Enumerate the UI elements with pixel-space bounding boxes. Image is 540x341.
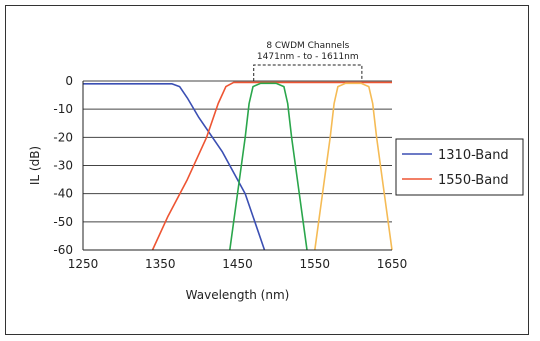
- annotation-line-1: 8 CWDM Channels: [266, 41, 349, 51]
- series-line-1550-band: [151, 81, 392, 251]
- x-tick-label: 1650: [377, 257, 408, 271]
- series-line-channel-3: [314, 82, 393, 251]
- legend-box: [395, 138, 524, 196]
- y-tick-label: 0: [65, 74, 73, 88]
- y-axis-label: IL (dB): [28, 146, 42, 185]
- x-tick-label: 1450: [222, 257, 253, 271]
- legend-label-1550-band: 1550-Band: [438, 173, 509, 188]
- y-tick-label: -30: [53, 159, 73, 173]
- series-line-1310-band: [83, 83, 266, 251]
- y-tick-label: -20: [53, 130, 73, 144]
- x-tick-label: 1350: [145, 257, 176, 271]
- y-tick-label: -40: [53, 187, 73, 201]
- annotation-bracket: [253, 64, 363, 81]
- y-tick-label: -60: [53, 243, 73, 257]
- x-tick-label: 1550: [299, 257, 330, 271]
- x-axis-label: Wavelength (nm): [186, 288, 290, 302]
- annotation-line-2: 1471nm - to - 1611nm: [257, 52, 359, 62]
- series-lines: [83, 81, 393, 251]
- series-line-channel-2: [229, 82, 308, 251]
- y-tick-label: -50: [53, 215, 73, 229]
- insertion-loss-chart: 8 CWDM Channels 1471nm - to - 1611nm 0 -1…: [28, 41, 524, 302]
- y-tick-label: -10: [53, 102, 73, 116]
- grid-lines: [83, 80, 392, 251]
- chart-frame: 8 CWDM Channels 1471nm - to - 1611nm 0 -1…: [5, 5, 529, 335]
- axes: [82, 81, 392, 251]
- legend-label-1310-band: 1310-Band: [438, 148, 509, 163]
- cwdm-annotation: 8 CWDM Channels 1471nm - to - 1611nm: [253, 41, 363, 81]
- legend: 1310-Band 1550-Band: [395, 138, 524, 196]
- x-tick-label: 1250: [68, 257, 99, 271]
